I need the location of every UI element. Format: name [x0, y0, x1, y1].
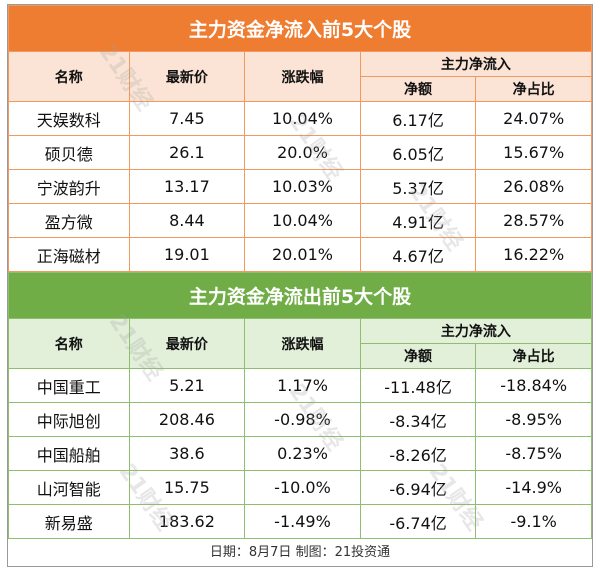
cell: -9.1% [475, 504, 592, 539]
header-cell: 净额 [359, 343, 477, 369]
cell: -11.48亿 [359, 368, 477, 403]
cell: -6.74亿 [359, 504, 477, 539]
header-cell: 名称 [8, 318, 130, 369]
table-title: 主力资金净流入前5大个股 [8, 5, 592, 52]
data-row: 宁波韵升 13.17 10.03% 5.37亿 26.08% [8, 169, 592, 204]
cell: 10.04% [244, 203, 361, 238]
header-cell: 涨跌幅 [244, 318, 361, 369]
cell: 4.67亿 [359, 237, 477, 272]
cell: 26.1 [128, 135, 246, 170]
cell: -18.84% [475, 368, 592, 403]
cell: 4.91亿 [359, 203, 477, 238]
title-row: 主力资金净流入前5大个股 [8, 5, 592, 52]
cell: 208.46 [128, 402, 246, 437]
cell: 10.03% [244, 169, 361, 204]
cell: 5.21 [128, 368, 246, 403]
cell: 28.57% [475, 203, 592, 238]
cell: 6.17亿 [359, 101, 477, 136]
cell: -8.26亿 [359, 436, 477, 471]
cell: 20.0% [244, 135, 361, 170]
header-cell: 净占比 [475, 343, 592, 369]
cell: 5.37亿 [359, 169, 477, 204]
cell: 183.62 [128, 504, 246, 539]
cell: -10.0% [244, 470, 361, 505]
cell: 山河智能 [8, 470, 130, 505]
header-cell: 最新价 [128, 318, 246, 369]
cell: -8.95% [475, 402, 592, 437]
cell: -8.75% [475, 436, 592, 471]
cell: 盈方微 [8, 203, 130, 238]
footer: 日期：8月7日 制图：21投资通 [8, 539, 592, 566]
table-title: 主力资金净流出前5大个股 [8, 272, 592, 319]
cell: 20.01% [244, 237, 361, 272]
cell: -8.34亿 [359, 402, 477, 437]
cell: -14.9% [475, 470, 592, 505]
data-row: 硕贝德 26.1 20.0% 6.05亿 15.67% [8, 135, 592, 170]
cell: 38.6 [128, 436, 246, 471]
header-cell: 净占比 [475, 76, 592, 102]
header-cell: 最新价 [128, 51, 246, 102]
cell: 6.05亿 [359, 135, 477, 170]
header-row: 净额 净占比 [9, 76, 592, 102]
cell: 24.07% [475, 101, 592, 136]
data-row: 正海磁材 19.01 20.01% 4.67亿 16.22% [8, 237, 592, 272]
cell: 中际旭创 [8, 402, 130, 437]
cell: 13.17 [128, 169, 246, 204]
header-cell: 净额 [359, 76, 477, 102]
header-group: 主力净流入 [359, 318, 593, 344]
cell: -6.94亿 [359, 470, 477, 505]
data-row: 中国重工 5.21 1.17% -11.48亿 -18.84% [8, 368, 592, 403]
data-row: 山河智能 15.75 -10.0% -6.94亿 -14.9% [8, 470, 592, 505]
cell: 10.04% [244, 101, 361, 136]
cell: 19.01 [128, 237, 246, 272]
table-wrap: 主力资金净流入前5大个股 名称 最新价 涨跌幅 主力净流入 净额 净占比 天娱数科 7.45 10… [7, 4, 593, 567]
cell: 7.45 [128, 101, 246, 136]
cell: 16.22% [475, 237, 592, 272]
cell: 硕贝德 [8, 135, 130, 170]
header-row: 名称 最新价 涨跌幅 主力净流入 [8, 318, 593, 369]
data-row: 盈方微 8.44 10.04% 4.91亿 28.57% [8, 203, 592, 238]
cell: 宁波韵升 [8, 169, 130, 204]
cell: 8.44 [128, 203, 246, 238]
cell: 15.67% [475, 135, 592, 170]
cell: -1.49% [244, 504, 361, 539]
cell: 新易盛 [8, 504, 130, 539]
header-group: 主力净流入 [359, 51, 593, 77]
cell: 中国船舶 [8, 436, 130, 471]
data-row: 中国船舶 38.6 0.23% -8.26亿 -8.75% [8, 436, 592, 471]
title-row: 主力资金净流出前5大个股 [8, 272, 592, 319]
header-cell: 涨跌幅 [244, 51, 361, 102]
data-table: 主力资金净流出前5大个股 名称 最新价 涨跌幅 主力净流入 净额 净占比 中国重工 5.21 1.… [8, 272, 593, 539]
cell: 1.17% [244, 368, 361, 403]
data-table: 主力资金净流入前5大个股 名称 最新价 涨跌幅 主力净流入 净额 净占比 天娱数科 7.45 10… [8, 5, 593, 272]
cell: 中国重工 [8, 368, 130, 403]
data-row: 天娱数科 7.45 10.04% 6.17亿 24.07% [8, 101, 592, 136]
cell: 正海磁材 [8, 237, 130, 272]
header-row: 名称 最新价 涨跌幅 主力净流入 [8, 51, 593, 102]
cell: 26.08% [475, 169, 592, 204]
data-row: 中际旭创 208.46 -0.98% -8.34亿 -8.95% [8, 402, 592, 437]
cell: 0.23% [244, 436, 361, 471]
data-row: 新易盛 183.62 -1.49% -6.74亿 -9.1% [8, 504, 592, 539]
cell: 15.75 [128, 470, 246, 505]
cell: 天娱数科 [8, 101, 130, 136]
header-cell: 名称 [8, 51, 130, 102]
cell: -0.98% [244, 402, 361, 437]
tables: 主力资金净流入前5大个股 名称 最新价 涨跌幅 主力净流入 净额 净占比 天娱数科 7.45 10… [8, 5, 593, 539]
